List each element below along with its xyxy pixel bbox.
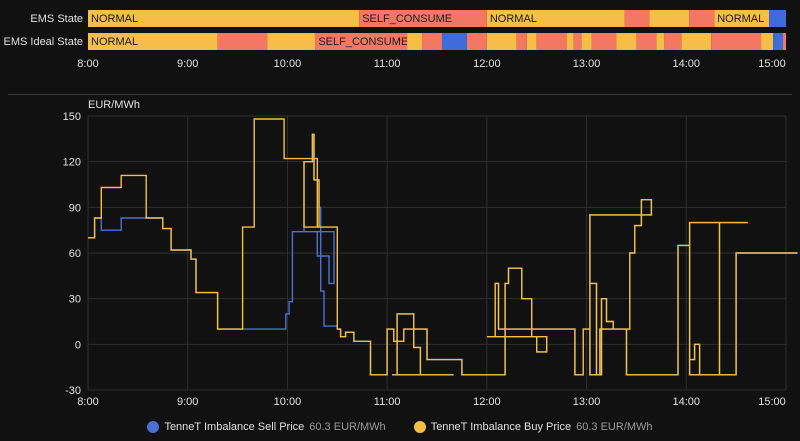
timeline-tick-label: 10:00 <box>274 58 302 70</box>
timeline-segment-label: SELF_CONSUME <box>362 13 452 25</box>
timeline-segment-label: NORMAL <box>490 13 537 25</box>
x-tick-label: 11:00 <box>374 396 401 408</box>
timeline-segment-label: NORMAL <box>91 13 138 25</box>
timeline-tick-label: 9:00 <box>177 58 198 70</box>
sell-price-line <box>88 133 798 376</box>
timeline-segment <box>566 33 574 50</box>
timeline-segment <box>526 33 537 50</box>
timeline-segment-label: SELF_CONSUME <box>318 36 408 48</box>
timeline-segment <box>711 33 762 50</box>
timeline-segment <box>649 10 690 27</box>
y-axis-title: EUR/MWh <box>88 99 140 111</box>
timeline-segment <box>536 33 567 50</box>
x-tick-label: 15:00 <box>758 396 786 408</box>
timeline-tick-label: 12:00 <box>473 58 501 70</box>
timeline-segment <box>516 33 527 50</box>
timeline-tick-label: 15:00 <box>758 58 786 70</box>
timeline-segment <box>773 33 784 50</box>
y-tick-label: 60 <box>69 248 81 260</box>
y-tick-label: 90 <box>69 202 81 214</box>
timeline-segment <box>422 33 442 50</box>
legend-buy-label: TenneT Imbalance Buy Price <box>430 421 572 433</box>
y-tick-label: 0 <box>75 339 81 351</box>
x-tick-label: 10:00 <box>274 396 302 408</box>
timeline-segment <box>769 10 786 27</box>
x-tick-label: 8:00 <box>77 396 98 408</box>
timeline-segment <box>217 33 268 50</box>
timeline-segment <box>466 33 487 50</box>
timeline-tick-label: 11:00 <box>374 58 401 70</box>
legend-buy-value: 60.3 EUR/MWh <box>576 421 653 433</box>
timeline-segment <box>441 33 467 50</box>
timeline-row-label: EMS Ideal State <box>4 36 84 48</box>
legend-sell-label: TenneT Imbalance Sell Price <box>164 421 305 433</box>
y-tick-label: -30 <box>65 385 81 397</box>
timeline-row-label: EMS State <box>30 13 83 25</box>
legend-item-sell-price[interactable]: TenneT Imbalance Sell Price 60.3 EUR/MWh <box>147 421 386 433</box>
ems-state-timeline: EMS State NORMAL SELF_CONSUME NORMAL NORMAL E… <box>4 10 786 70</box>
timeline-segment <box>783 33 786 50</box>
timeline-tick-label: 8:00 <box>77 58 98 70</box>
x-tick-label: 12:00 <box>473 396 501 408</box>
timeline-segment <box>624 10 650 27</box>
timeline-segment <box>656 33 665 50</box>
x-tick-label: 14:00 <box>673 396 701 408</box>
timeline-segment <box>315 33 408 50</box>
timeline-segment <box>486 33 517 50</box>
y-tick-label: 120 <box>63 157 81 169</box>
y-tick-label: 30 <box>69 294 81 306</box>
timeline-segment <box>486 10 625 27</box>
x-tick-label: 9:00 <box>177 396 198 408</box>
timeline-segment-label: NORMAL <box>717 13 764 25</box>
section-divider <box>8 94 792 95</box>
timeline-segment <box>714 10 770 27</box>
timeline-segment <box>573 33 582 50</box>
timeline-segment <box>664 33 682 50</box>
legend-sell-value: 60.3 EUR/MWh <box>309 421 386 433</box>
buy-price-line <box>88 118 798 376</box>
timeline-segment <box>359 10 487 27</box>
timeline-segment <box>267 33 316 50</box>
timeline-segment <box>681 33 712 50</box>
timeline-tick-label: 14:00 <box>673 58 701 70</box>
price-chart: EUR/MWh -30 0 30 60 90 120 150 8:00 9:00 10:00 11:0… <box>63 99 798 408</box>
timeline-segment <box>591 33 617 50</box>
y-tick-label: 150 <box>63 111 81 123</box>
sell-price-dot-icon <box>147 421 160 433</box>
chart-legend: TenneT Imbalance Sell Price 60.3 EUR/MWh… <box>0 421 800 433</box>
x-tick-label: 13:00 <box>573 396 601 408</box>
timeline-tick-label: 13:00 <box>573 58 601 70</box>
timeline-segment <box>616 33 637 50</box>
timeline-segment <box>636 33 657 50</box>
timeline-segment <box>88 10 360 27</box>
timeline-segment <box>689 10 715 27</box>
timeline-segment <box>407 33 423 50</box>
buy-price-dot-icon <box>413 421 426 433</box>
timeline-segment <box>761 33 774 50</box>
legend-item-buy-price[interactable]: TenneT Imbalance Buy Price 60.3 EUR/MWh <box>413 421 653 433</box>
timeline-segment <box>88 33 218 50</box>
timeline-segment <box>581 33 592 50</box>
timeline-segment-label: NORMAL <box>91 36 138 48</box>
